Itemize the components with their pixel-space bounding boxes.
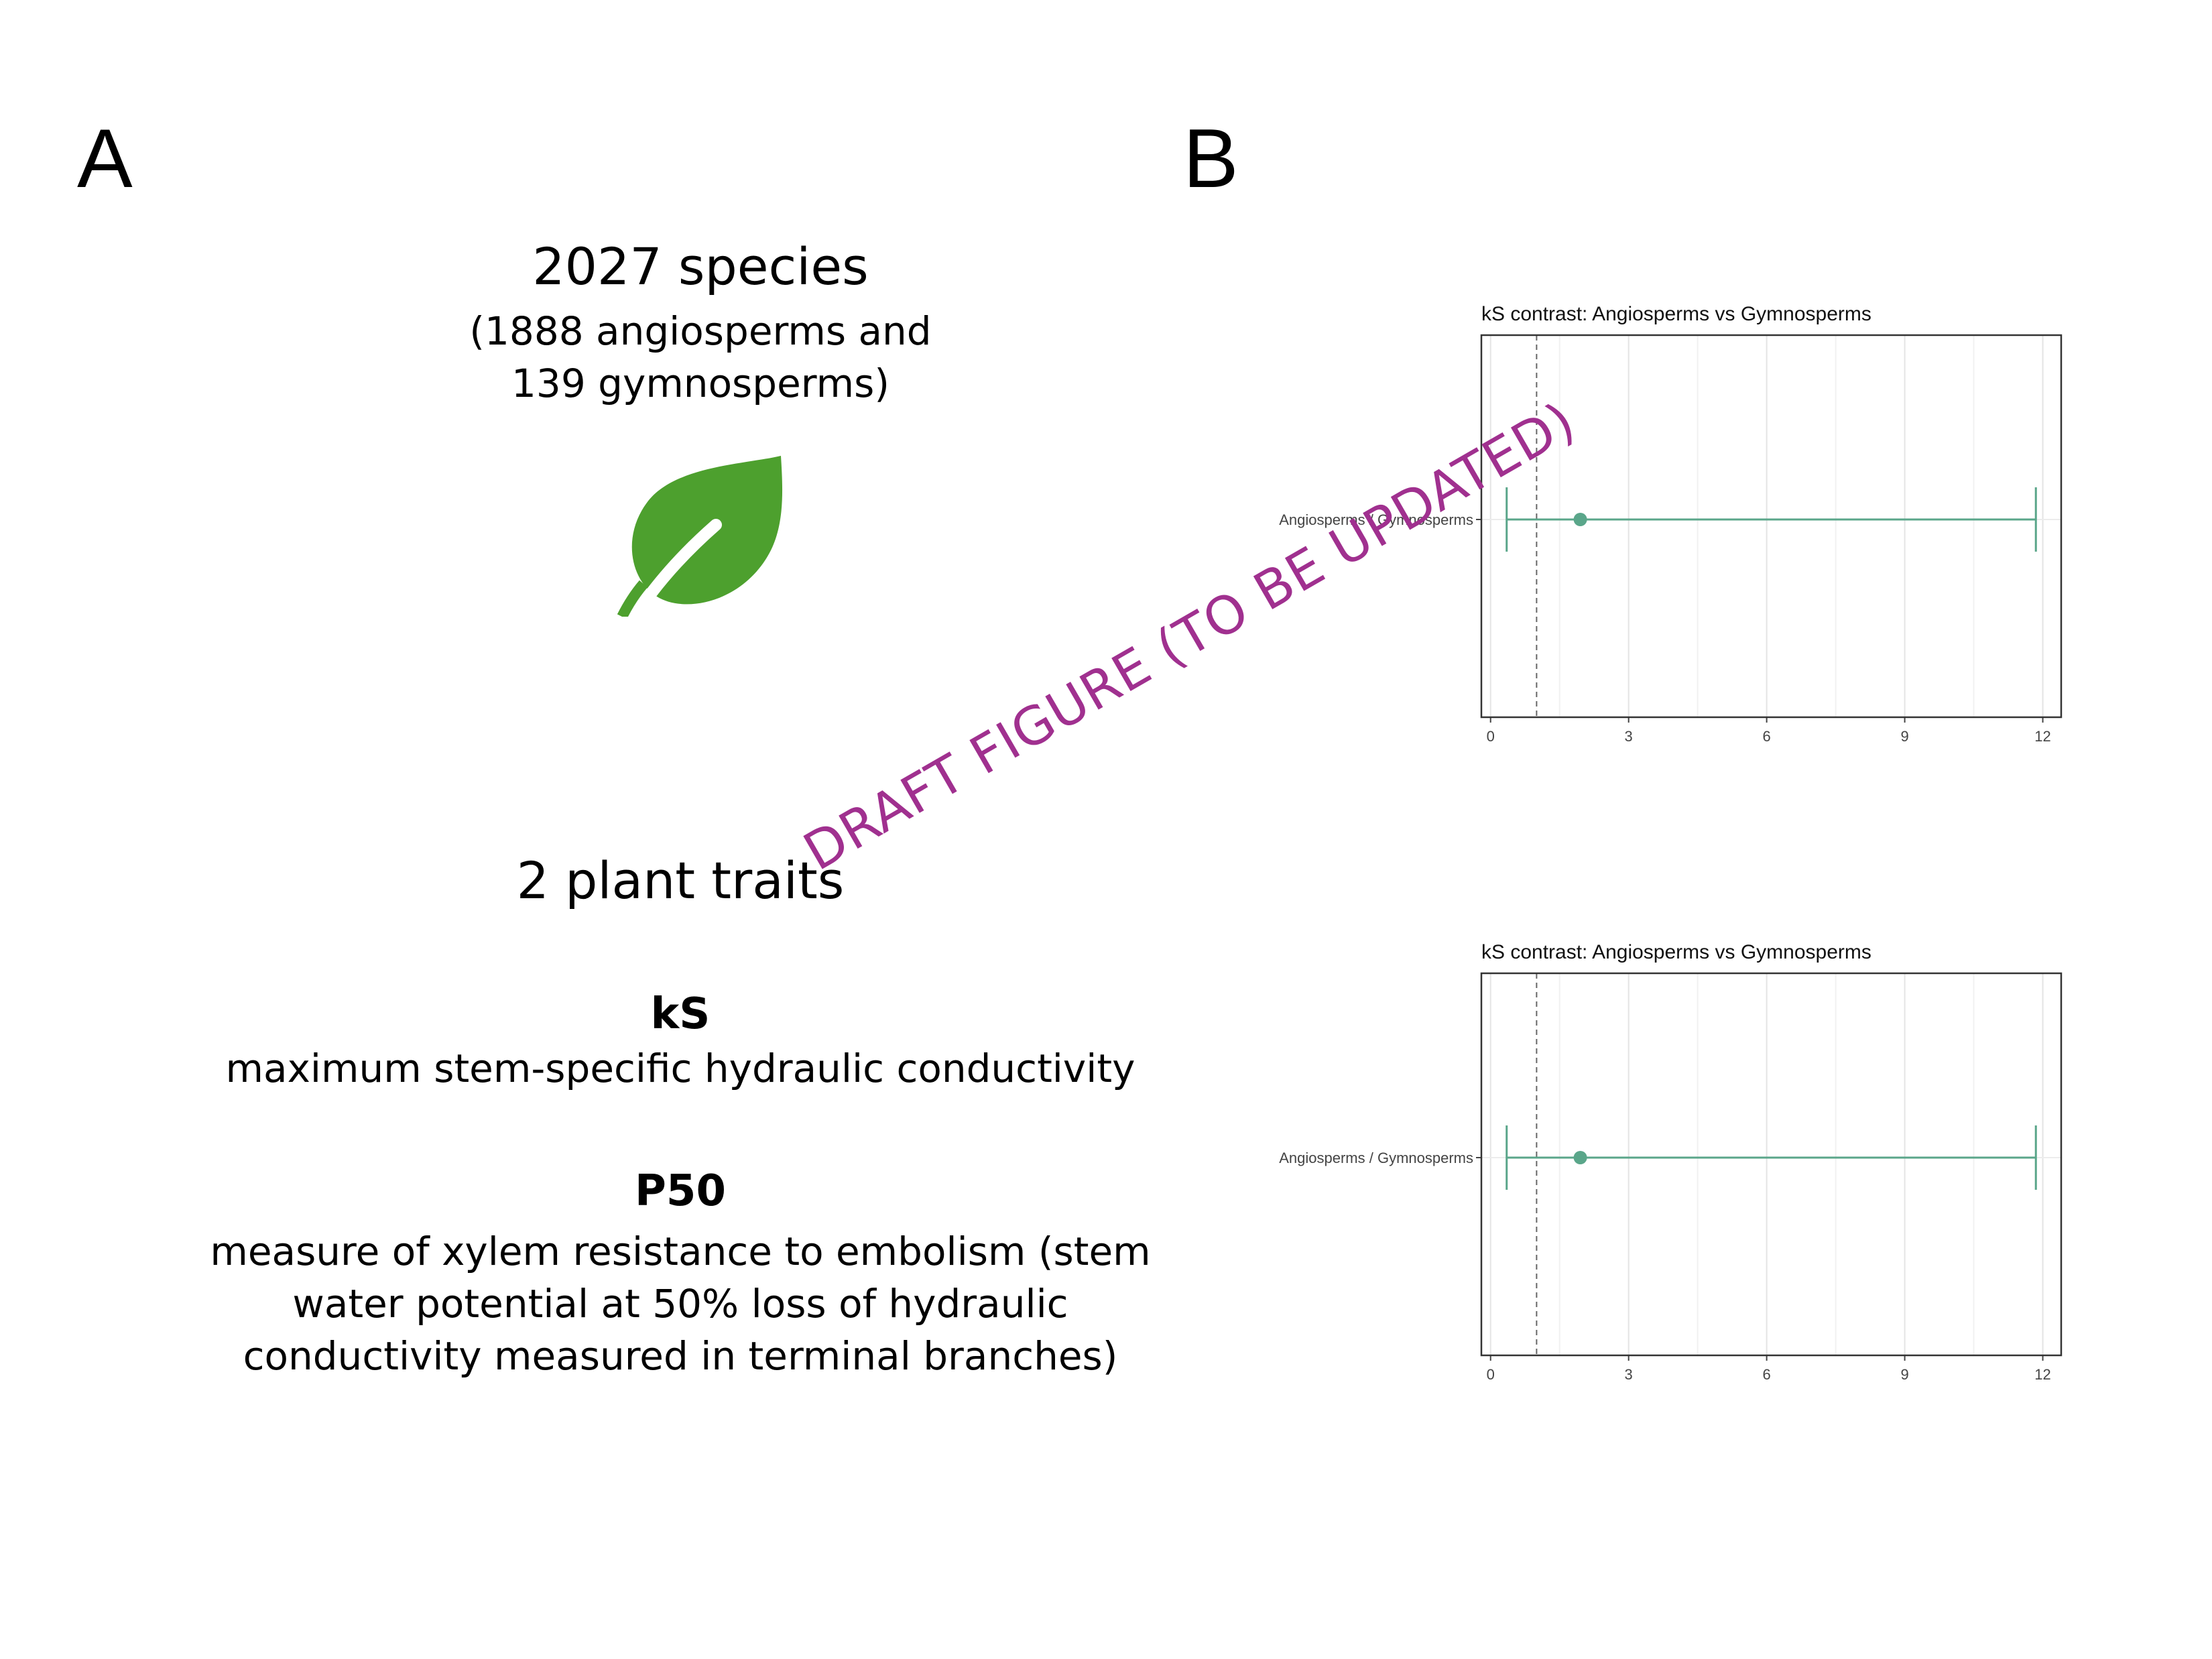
plot-border bbox=[1480, 972, 2063, 1357]
ks-description: maximum stem-specific hydraulic conducti… bbox=[225, 1046, 1135, 1091]
p50-title: P50 bbox=[635, 1166, 726, 1216]
species-detail: (1888 angiosperms and 139 gymnosperms) bbox=[409, 305, 992, 410]
x-tick-label: 6 bbox=[1763, 1366, 1771, 1383]
x-tick-label: 0 bbox=[1487, 728, 1495, 745]
plot-border bbox=[1480, 334, 2063, 719]
traits-heading: 2 plant traits bbox=[516, 851, 845, 910]
panel-a-label: A bbox=[77, 113, 133, 205]
x-tick-label: 12 bbox=[2034, 728, 2050, 745]
p50-description-line-1: measure of xylem resistance to embolism … bbox=[210, 1229, 1151, 1274]
category-label: Angiosperms / Gymnosperms bbox=[1279, 1150, 1473, 1166]
forest-plot-1: kS contrast: Angiosperms vs Gymnosperms 0… bbox=[1279, 303, 2063, 745]
x-tick-label: 12 bbox=[2034, 1366, 2050, 1383]
leaf-stem bbox=[631, 519, 722, 617]
point-estimate bbox=[1573, 1151, 1587, 1164]
leaf-icon bbox=[617, 456, 783, 617]
panel-b-label: B bbox=[1183, 113, 1239, 205]
p50-description-line-2: water potential at 50% loss of hydraulic bbox=[292, 1281, 1068, 1327]
x-tick-label: 0 bbox=[1487, 1366, 1495, 1383]
p50-description: measure of xylem resistance to embolism … bbox=[201, 1225, 1160, 1382]
ks-title: kS bbox=[650, 989, 711, 1039]
p50-description-line-3: conductivity measured in terminal branch… bbox=[243, 1333, 1118, 1379]
species-detail-line-2: 139 gymnosperms) bbox=[511, 361, 889, 406]
x-tick-label: 9 bbox=[1900, 1366, 1908, 1383]
x-tick-label: 3 bbox=[1625, 1366, 1633, 1383]
leaf-stem-tip bbox=[617, 580, 648, 617]
x-tick-label: 3 bbox=[1625, 728, 1633, 745]
x-tick-label: 9 bbox=[1900, 728, 1908, 745]
species-count: 2027 species bbox=[532, 237, 869, 296]
species-detail-line-1: (1888 angiosperms and bbox=[469, 308, 932, 354]
category-label: Angiosperms / Gymnosperms bbox=[1279, 511, 1473, 528]
point-estimate bbox=[1573, 513, 1587, 526]
x-tick-label: 6 bbox=[1763, 728, 1771, 745]
chart-title: kS contrast: Angiosperms vs Gymnosperms bbox=[1481, 941, 1871, 963]
chart-title: kS contrast: Angiosperms vs Gymnosperms bbox=[1481, 303, 1871, 325]
forest-plot-2: kS contrast: Angiosperms vs Gymnosperms 0… bbox=[1279, 941, 2063, 1383]
